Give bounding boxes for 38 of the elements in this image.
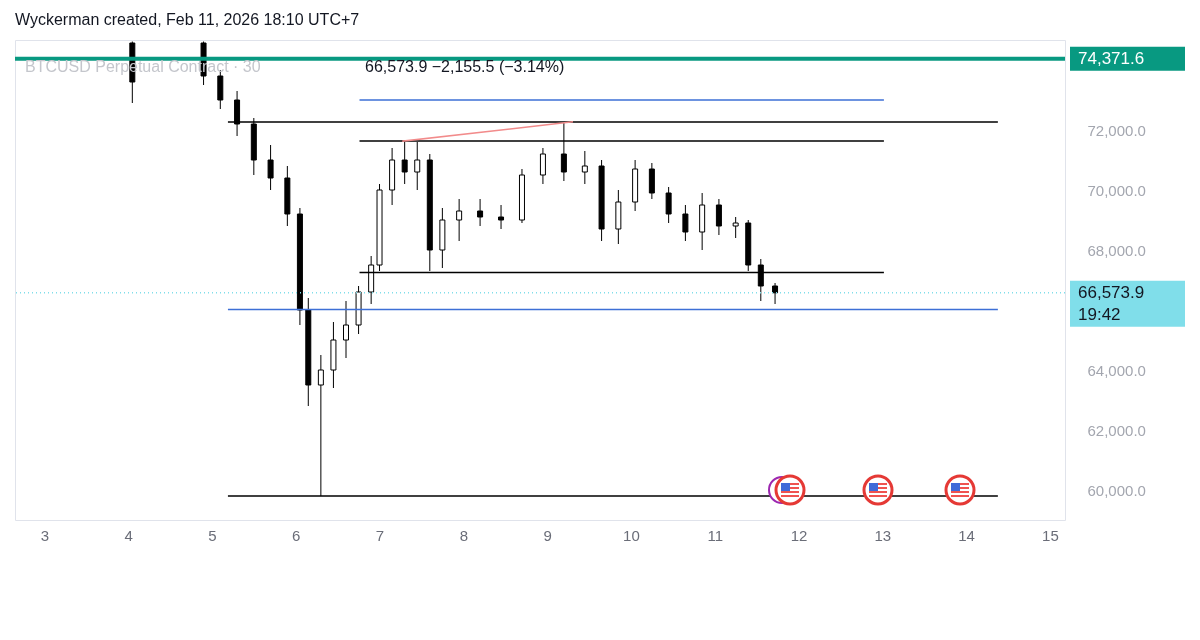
candlestick (772, 282, 779, 305)
candlestick (477, 198, 484, 227)
x-tick-label: 15 (1042, 526, 1059, 544)
y-tick-label: 64,000.0 (1087, 361, 1146, 379)
candlestick (665, 186, 672, 224)
ref-line-label: 74,371.6 (1078, 48, 1145, 68)
x-tick-label: 13 (874, 526, 892, 544)
x-tick-label: 10 (623, 526, 640, 544)
x-tick-label: 4 (124, 526, 133, 544)
x-tick-label: 7 (375, 526, 385, 544)
x-tick-label: 9 (543, 526, 552, 544)
y-tick-label: 72,000.0 (1087, 121, 1146, 139)
candlestick (581, 150, 588, 185)
x-tick-label: 5 (208, 526, 217, 544)
x-tick-label: 6 (292, 526, 301, 544)
ref-line-label: 66,573.9 (1078, 282, 1145, 302)
candlestick (498, 204, 505, 230)
x-tick-label: 11 (707, 526, 724, 544)
y-tick-label: 62,000.0 (1087, 421, 1146, 439)
text: 19:42 (1078, 304, 1121, 324)
candlestick (401, 140, 408, 185)
candlestick (732, 216, 739, 239)
candlestick (682, 204, 689, 242)
candlestick (456, 198, 463, 242)
y-tick-label: 60,000.0 (1087, 481, 1146, 499)
x-tick-label: 8 (459, 526, 468, 544)
candlestick (648, 162, 655, 200)
y-tick-label: 68,000.0 (1087, 241, 1146, 259)
x-tick-label: 12 (790, 526, 808, 544)
x-tick-label: 3 (40, 526, 49, 544)
y-tick-label: 70,000.0 (1087, 181, 1146, 199)
candlestick (539, 147, 546, 185)
candlestick (267, 144, 274, 191)
candlestick (343, 300, 350, 359)
chart-title: Wyckerman created, Feb 11, 2026 18:10 UTC+7 (15, 11, 360, 28)
candlestick (715, 198, 722, 236)
x-tick-label: 14 (958, 526, 975, 544)
annotation: 66,573.9 −2,155.5 (−3.14%) (365, 58, 565, 75)
